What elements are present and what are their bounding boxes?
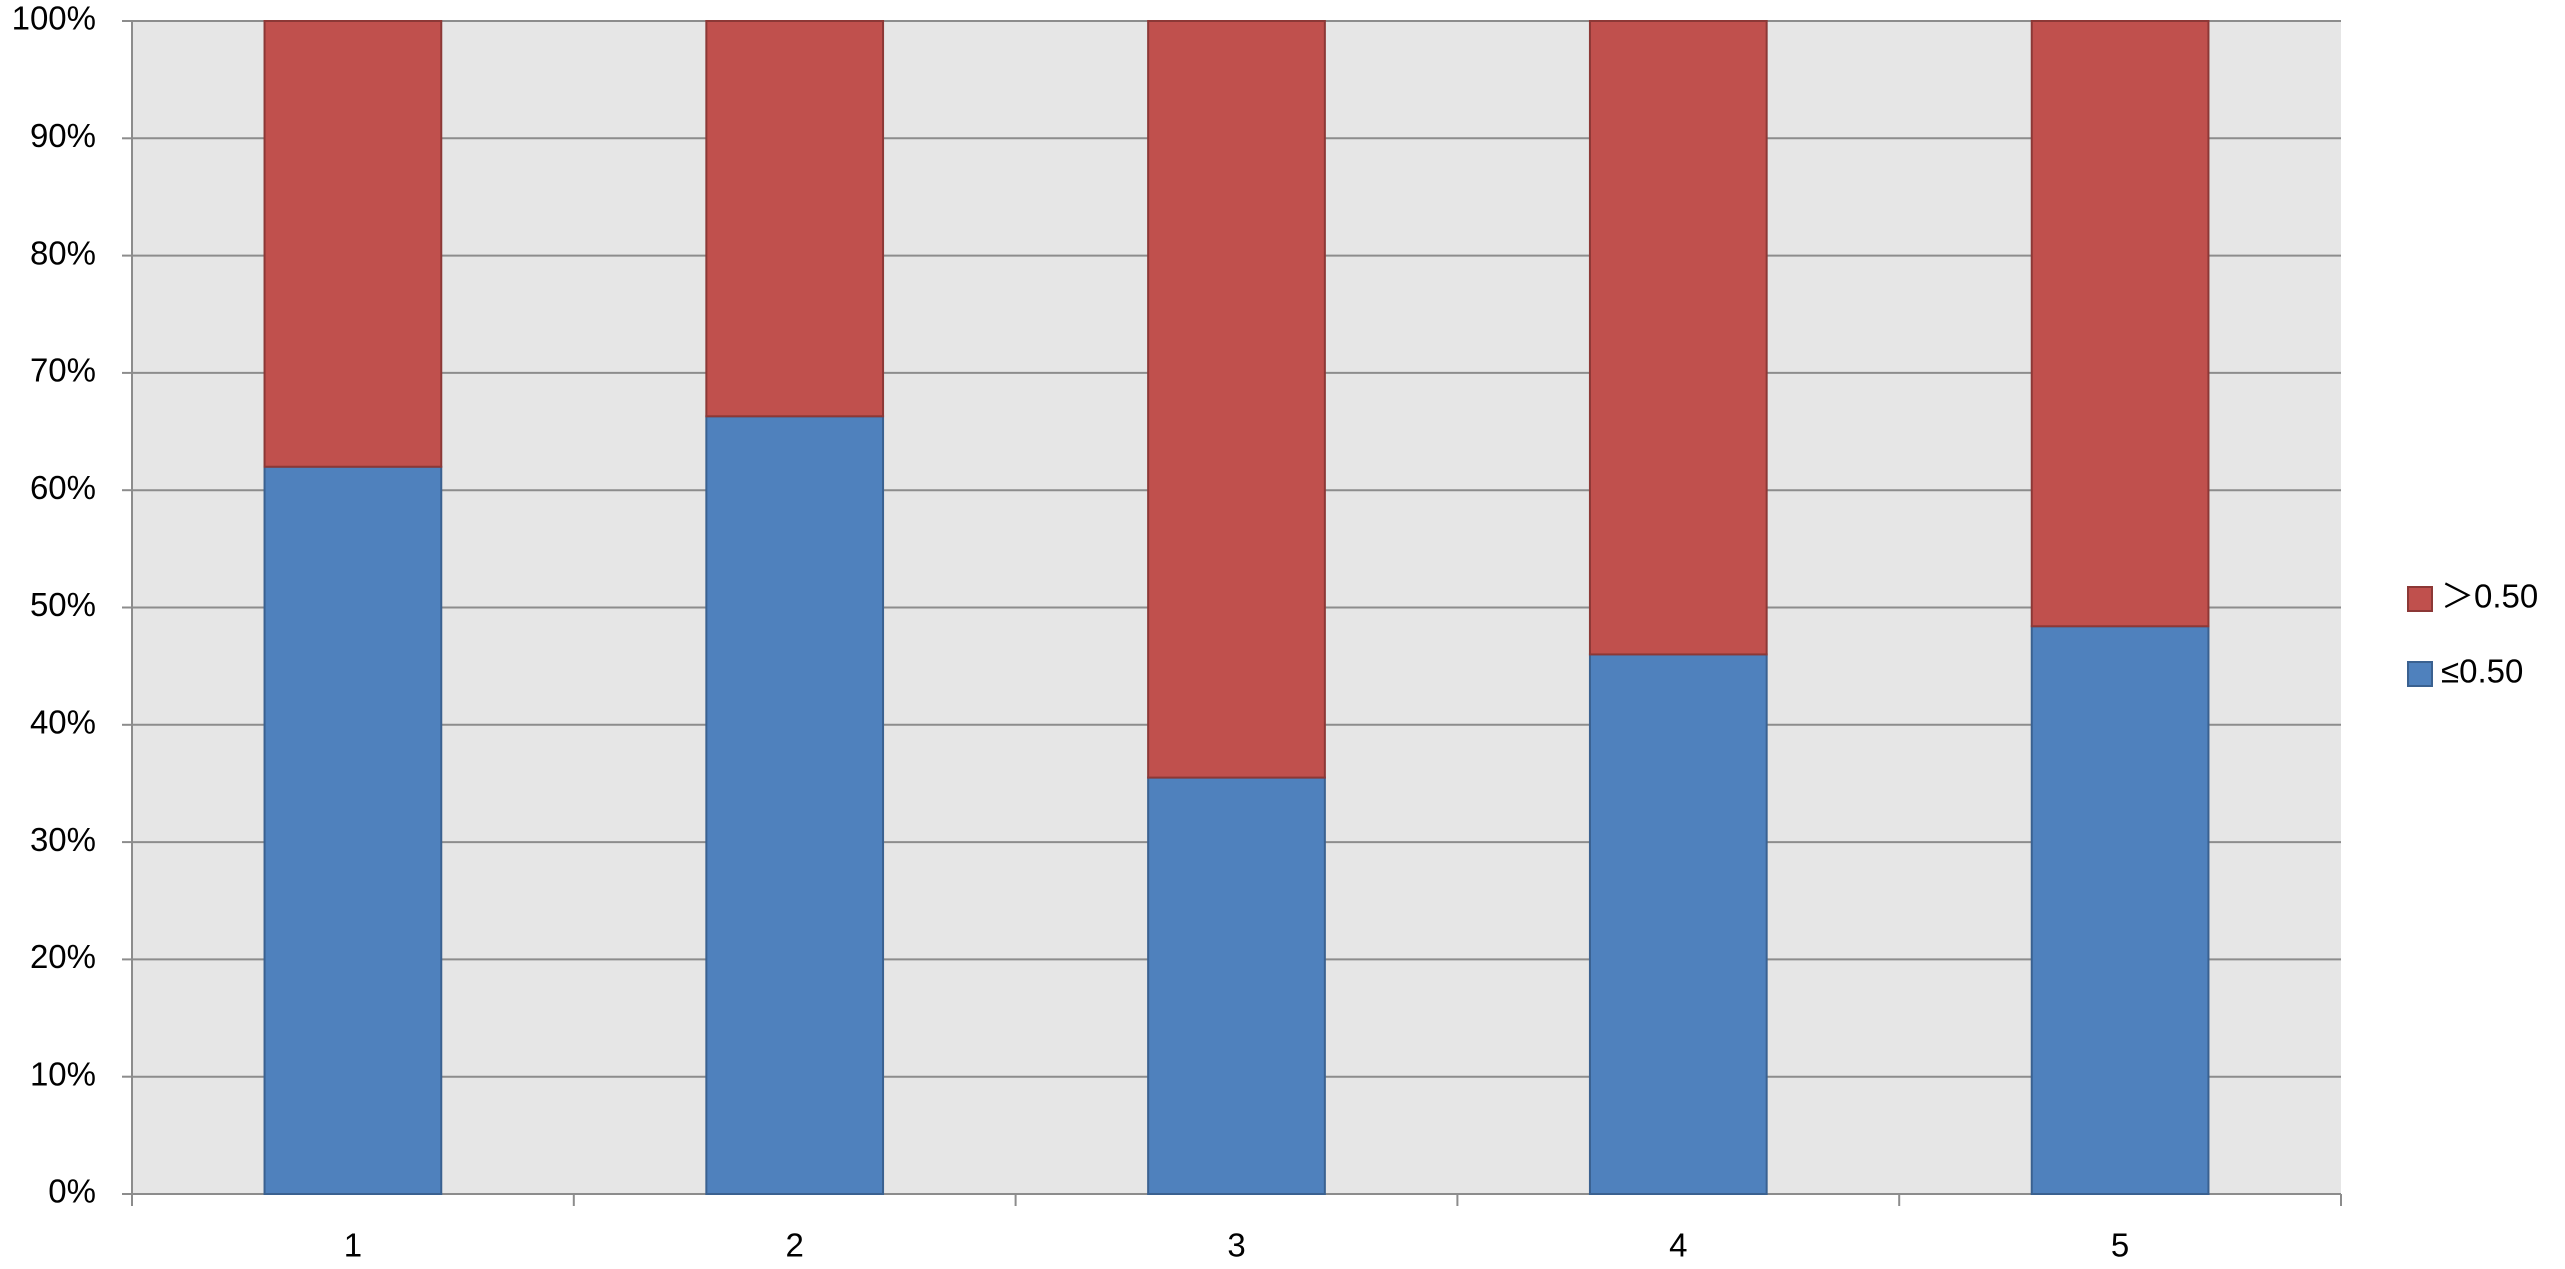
- y-tick-label: 0%: [48, 1173, 96, 1210]
- y-tick-label: 80%: [30, 234, 96, 271]
- y-tick-label: 50%: [30, 586, 96, 623]
- x-tick-label: 3: [1227, 1227, 1245, 1264]
- legend-label: ＞0.50: [2441, 578, 2538, 615]
- y-tick-label: 70%: [30, 352, 96, 389]
- bar-segment: [2030, 20, 2210, 628]
- x-tick-label: 5: [2111, 1227, 2129, 1264]
- y-tick-label: 10%: [30, 1055, 96, 1092]
- bar-segment: [263, 465, 443, 1195]
- bar-segment: [1588, 20, 1768, 656]
- bar-segment: [263, 20, 443, 468]
- legend-label: ≤0.50: [2441, 653, 2523, 690]
- y-tick-label: 100%: [12, 0, 96, 37]
- legend-swatch: [2407, 586, 2433, 612]
- legend-swatch: [2407, 661, 2433, 687]
- y-tick-label: 90%: [30, 117, 96, 154]
- bar-segment: [1147, 20, 1326, 779]
- bar-segment: [705, 415, 885, 1195]
- y-tick-label: 30%: [30, 821, 96, 858]
- x-tick-label: 4: [1669, 1227, 1687, 1264]
- bar-segment: [705, 20, 885, 418]
- x-tick-label: 2: [786, 1227, 804, 1264]
- bar-segment: [1588, 653, 1768, 1195]
- x-tick-label: 1: [344, 1227, 362, 1264]
- y-tick-label: 20%: [30, 938, 96, 975]
- bar-segment: [2030, 625, 2210, 1195]
- y-tick-label: 60%: [30, 469, 96, 506]
- y-tick-label: 40%: [30, 704, 96, 741]
- bar-segment: [1147, 776, 1326, 1196]
